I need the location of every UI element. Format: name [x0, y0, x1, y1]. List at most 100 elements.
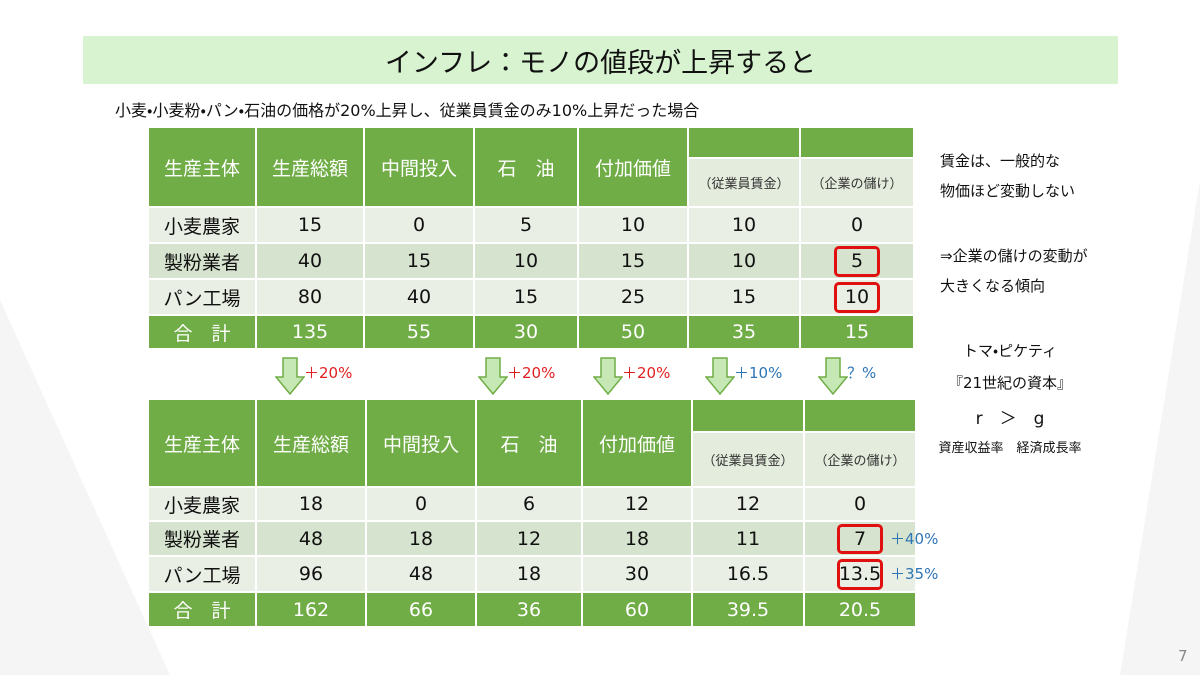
table-cell: 15: [579, 244, 687, 278]
table-cell: 36: [477, 593, 581, 626]
row-label: パン工場: [149, 280, 255, 314]
header-cell: [801, 128, 913, 157]
note-text: 物価ほど変動しない: [940, 182, 1076, 200]
down-arrow: [478, 357, 508, 395]
table-cell: 39.5: [693, 593, 803, 626]
sub-header-cell: （従業員賃金）: [693, 433, 803, 486]
row-label: 製粉業者: [149, 522, 255, 555]
table-cell: 162: [257, 593, 365, 626]
sub-header-cell: （従業員賃金）: [689, 159, 799, 206]
down-arrow: [275, 357, 305, 395]
table-cell: 60: [583, 593, 691, 626]
header-cell: 生産主体: [149, 400, 255, 486]
row-label: 小麦農家: [149, 208, 255, 242]
highlight-box: [834, 282, 880, 313]
table-cell: 80: [257, 280, 363, 314]
table-cell: 5: [475, 208, 577, 242]
change-label: ＋20%: [304, 364, 353, 382]
table-cell: 66: [367, 593, 475, 626]
header-cell: [805, 400, 915, 431]
change-label: ＋35%: [890, 565, 939, 583]
table-cell: 13.5: [805, 557, 915, 591]
header-cell: 付加価値: [579, 128, 687, 206]
table-cell: 10: [579, 208, 687, 242]
reference-text: r ＞ g: [975, 409, 1045, 429]
header-cell: 石 油: [475, 128, 577, 206]
header-cell: 付加価値: [583, 400, 691, 486]
table-cell: 0: [367, 488, 475, 520]
table-cell: 20.5: [805, 593, 915, 626]
header-cell: 中間投入: [367, 400, 475, 486]
change-label: ＋20%: [507, 364, 556, 382]
table-cell: 10: [689, 208, 799, 242]
table-cell: 25: [579, 280, 687, 314]
table-cell: 55: [365, 316, 473, 348]
change-label: ？%: [847, 364, 877, 382]
table-cell: 10: [801, 280, 913, 314]
down-arrow: [818, 357, 848, 395]
table-cell: 18: [367, 522, 475, 555]
table-cell: 0: [365, 208, 473, 242]
table-cell: 30: [583, 557, 691, 591]
table-cell: 96: [257, 557, 365, 591]
table-cell: 48: [367, 557, 475, 591]
reference-text: 資産収益率 経済成長率: [938, 441, 1082, 456]
table-cell: 6: [477, 488, 581, 520]
note-text: ⇒企業の儲けの変動が: [940, 247, 1088, 265]
table-cell: 12: [693, 488, 803, 520]
table-cell: 15: [475, 280, 577, 314]
subtitle: 小麦・小麦粉・パン・石油の価格が20%上昇し、従業員賃金のみ10%上昇だった場合: [115, 101, 700, 120]
table-cell: 30: [475, 316, 577, 348]
highlight-box: [837, 559, 883, 590]
row-label: 小麦農家: [149, 488, 255, 520]
table-cell: 15: [365, 244, 473, 278]
header-cell: [693, 400, 803, 431]
down-arrow: [593, 357, 623, 395]
reference-text: 『21世紀の資本』: [947, 374, 1073, 392]
table-cell: 0: [801, 208, 913, 242]
table-cell: 12: [477, 522, 581, 555]
table-cell: 12: [583, 488, 691, 520]
table-cell: 16.5: [693, 557, 803, 591]
table-cell: 15: [801, 316, 913, 348]
note-text: 大きくなる傾向: [940, 277, 1046, 295]
table-cell: 135: [257, 316, 363, 348]
table-cell: 5: [801, 244, 913, 278]
title: インフレ：モノの値段が上昇すると: [83, 36, 1118, 84]
sub-header-cell: （企業の儲け）: [801, 159, 913, 206]
change-label: ＋10%: [734, 364, 783, 382]
table-cell: 7: [805, 522, 915, 555]
header-cell: [689, 128, 799, 157]
table-cell: 18: [477, 557, 581, 591]
row-label: 合 計: [149, 316, 255, 348]
highlight-box: [834, 246, 880, 277]
note-text: 賃金は、一般的な: [940, 152, 1061, 170]
table-cell: 15: [689, 280, 799, 314]
change-label: ＋20%: [622, 364, 671, 382]
highlight-box: [837, 524, 883, 554]
header-cell: 生産総額: [257, 128, 363, 206]
table-cell: 11: [693, 522, 803, 555]
table-cell: 10: [689, 244, 799, 278]
table-cell: 40: [257, 244, 363, 278]
table-cell: 15: [257, 208, 363, 242]
table-cell: 50: [579, 316, 687, 348]
header-cell: 石 油: [477, 400, 581, 486]
row-label: パン工場: [149, 557, 255, 591]
table-cell: 0: [805, 488, 915, 520]
table-cell: 18: [583, 522, 691, 555]
page-number: 7: [1178, 647, 1188, 665]
table-cell: 48: [257, 522, 365, 555]
row-label: 製粉業者: [149, 244, 255, 278]
table-cell: 40: [365, 280, 473, 314]
sub-header-cell: （企業の儲け）: [805, 433, 915, 486]
change-label: ＋40%: [890, 530, 939, 548]
table-cell: 18: [257, 488, 365, 520]
header-cell: 生産総額: [257, 400, 365, 486]
reference-text: トマ・ピケティ: [963, 342, 1057, 360]
table-cell: 10: [475, 244, 577, 278]
row-label: 合 計: [149, 593, 255, 626]
header-cell: 中間投入: [365, 128, 473, 206]
